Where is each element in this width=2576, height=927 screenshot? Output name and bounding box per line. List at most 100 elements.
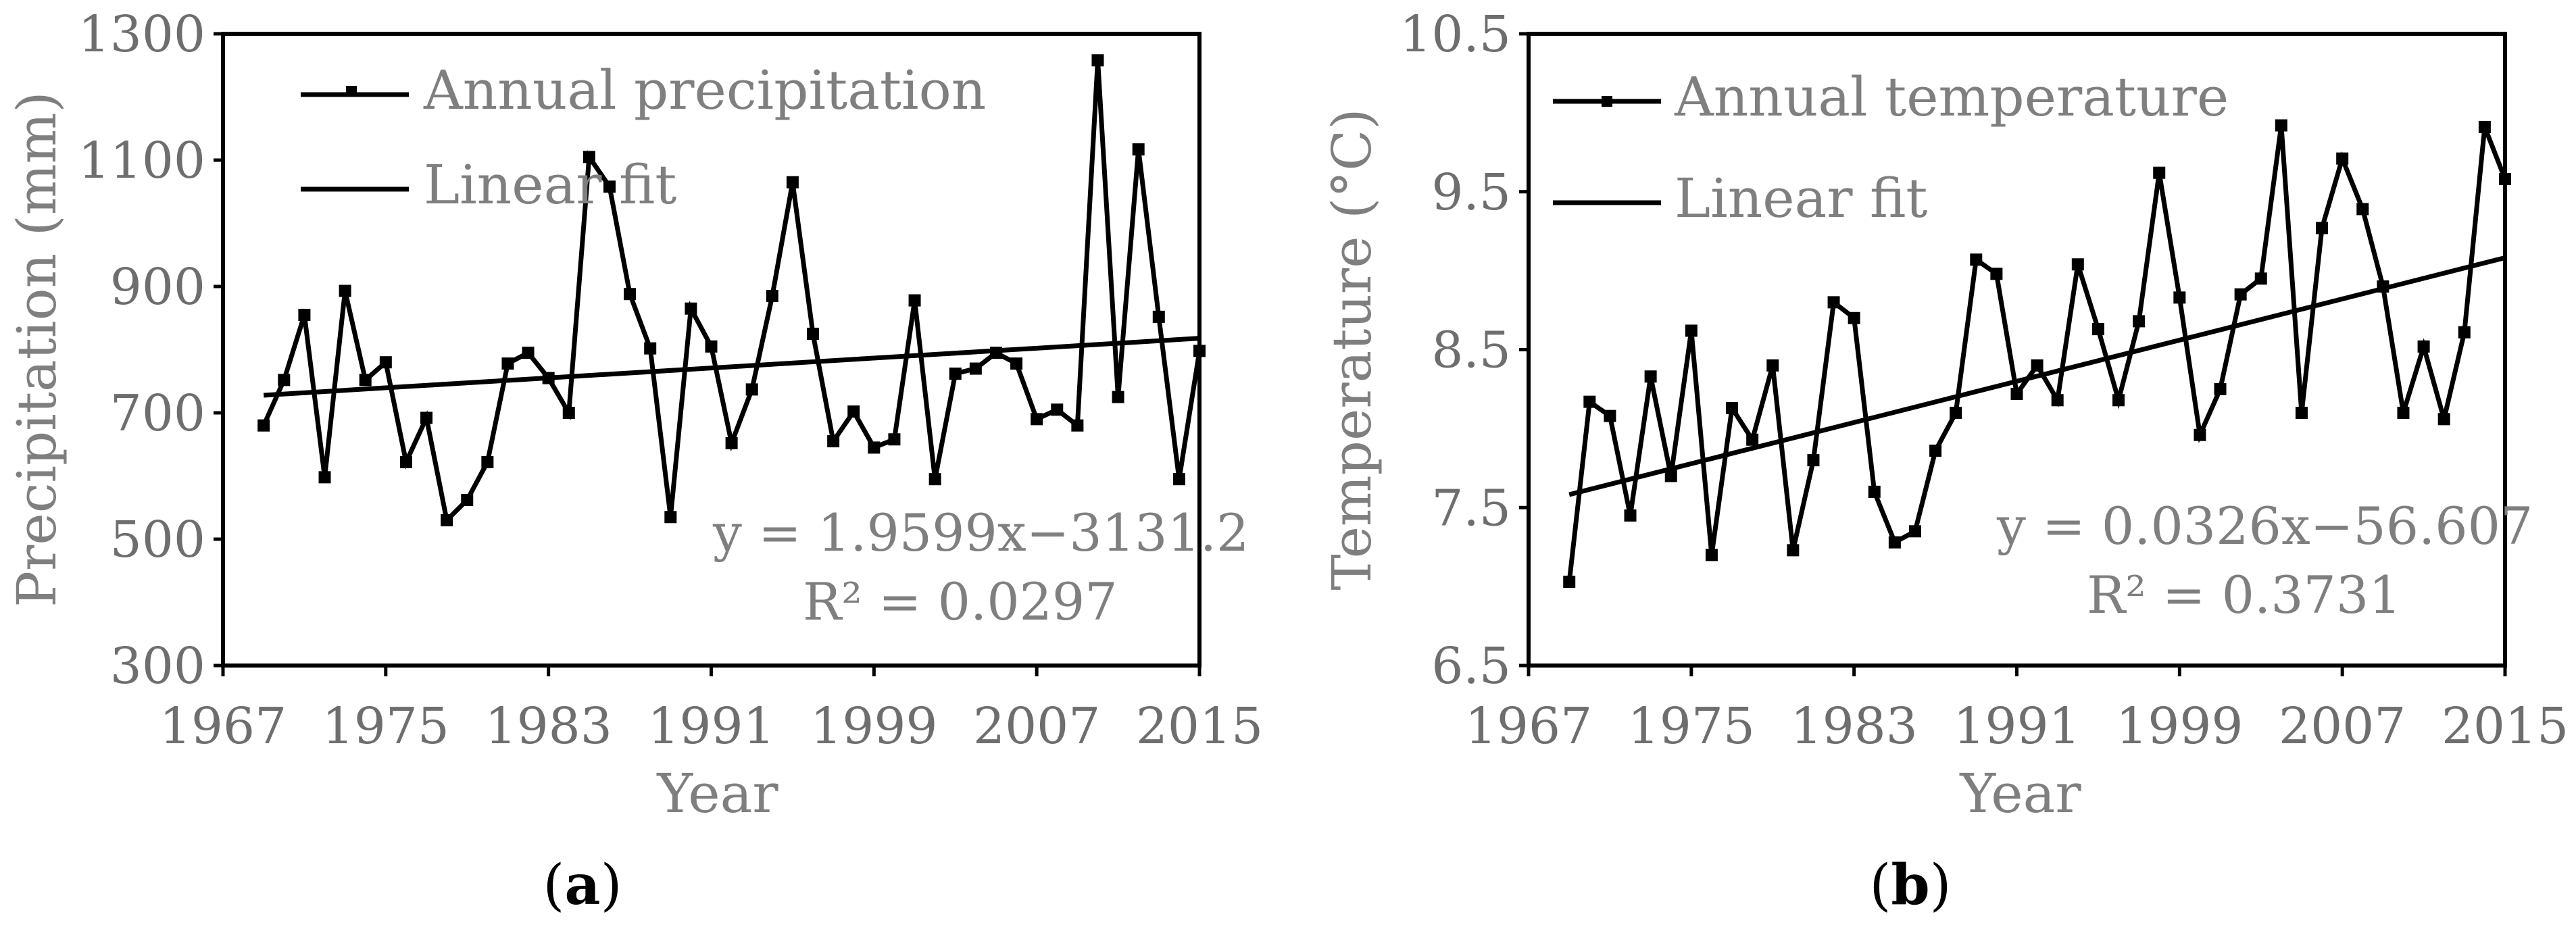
x-tick-label: 1975: [322, 697, 449, 755]
y-tick-label: 900: [110, 258, 205, 316]
data-point: [1950, 407, 1962, 419]
data-point: [807, 328, 820, 341]
data-point: [1787, 544, 1800, 557]
series-line: [262, 60, 1202, 526]
data-point: [1848, 311, 1860, 324]
legend: Annual temperature Linear fit: [1553, 66, 2229, 230]
data-point: [1132, 143, 1145, 156]
y-tick-label: 1300: [78, 5, 205, 64]
data-point: [2173, 291, 2186, 304]
data-point: [1193, 345, 1206, 357]
y-tick-label: 500: [110, 511, 205, 569]
y-tick-label: 1100: [78, 132, 205, 190]
y-tick-label: 9.5: [1431, 164, 1511, 222]
data-point: [2499, 173, 2511, 186]
data-point: [1152, 310, 1165, 323]
data-point: [257, 419, 270, 432]
data-point: [2214, 382, 2227, 395]
data-point: [461, 494, 474, 507]
data-point: [379, 356, 392, 369]
x-tick-label: 1999: [2116, 697, 2243, 755]
r-squared: R² = 0.0297: [803, 572, 1118, 632]
data-point: [928, 473, 941, 486]
y-tick-labels: 6.5 7.5 8.5 9.5 10.5: [1400, 5, 1529, 695]
fit-line: [263, 336, 1200, 398]
x-tick-label: 1991: [1953, 697, 2080, 755]
data-point: [1604, 409, 1616, 422]
legend-label-series: Annual precipitation: [423, 59, 986, 122]
data-point: [1010, 357, 1023, 370]
data-point: [1624, 509, 1637, 522]
y-tick-label: 7.5: [1431, 479, 1511, 537]
r-squared: R² = 0.3731: [2087, 565, 2402, 625]
data-point: [685, 302, 697, 315]
data-series: [257, 54, 1206, 526]
data-point: [2234, 288, 2247, 301]
x-tick-label: 1991: [647, 697, 774, 755]
y-tick-label: 8.5: [1431, 322, 1511, 380]
regression-equation: y = 1.9599x−3131.2: [712, 503, 1249, 563]
data-point: [1071, 419, 1084, 432]
data-point: [420, 411, 433, 424]
x-tick-label: 1967: [159, 697, 287, 755]
data-point: [1705, 549, 1718, 561]
x-tick-label: 1975: [1628, 697, 1755, 755]
data-point: [1726, 401, 1739, 414]
y-tick-label: 700: [110, 384, 205, 443]
data-point: [1031, 413, 1043, 426]
data-point: [1807, 454, 1820, 467]
data-point: [1172, 473, 1185, 486]
data-point: [1827, 296, 1840, 309]
data-point: [339, 284, 351, 297]
data-point: [2377, 280, 2389, 293]
x-tick-label: 2007: [2279, 697, 2406, 755]
x-tick-label: 1999: [810, 697, 937, 755]
data-point: [1868, 485, 1881, 498]
data-point: [2153, 166, 2166, 179]
data-point: [562, 407, 575, 419]
data-point: [2133, 315, 2146, 328]
data-point: [441, 513, 453, 526]
legend-label-fit: Linear fit: [1675, 167, 1927, 230]
data-point: [908, 294, 921, 307]
fit-line: [1568, 255, 2506, 497]
data-point: [2437, 413, 2450, 426]
data-point: [1746, 433, 1759, 446]
panel-label-b: (b): [1869, 853, 1951, 918]
data-point: [278, 374, 291, 386]
linear-fit-line: [1568, 255, 2506, 497]
data-series: [1563, 119, 2511, 588]
data-point: [298, 309, 311, 322]
data-point: [399, 455, 412, 468]
data-point: [2091, 323, 2104, 336]
data-point: [1929, 445, 1942, 457]
data-point: [359, 374, 372, 386]
x-tick-labels: 1967 1975 1983 1991 1999 2007 2015: [159, 666, 1263, 755]
y-tick-labels: 300 500 700 900 1100 1300: [78, 5, 223, 695]
data-point: [827, 435, 840, 448]
data-point: [786, 176, 799, 189]
data-point: [1644, 370, 1657, 383]
data-point: [522, 347, 535, 359]
legend-label-fit: Linear fit: [424, 153, 676, 216]
data-point: [664, 511, 677, 524]
data-point: [1766, 359, 1779, 372]
panel-label-a: (a): [543, 853, 622, 918]
data-point: [2316, 222, 2329, 234]
data-point: [766, 290, 778, 303]
data-point: [2458, 326, 2471, 339]
data-point: [888, 433, 901, 446]
data-point: [481, 455, 494, 468]
data-point: [2194, 428, 2206, 441]
data-point: [1888, 536, 1901, 549]
data-point: [2295, 407, 2308, 419]
data-point: [2031, 359, 2044, 372]
y-tick-label: 10.5: [1400, 5, 1511, 64]
data-point: [2275, 119, 2287, 132]
data-point: [318, 471, 331, 484]
data-point: [1112, 391, 1124, 403]
data-point: [969, 362, 982, 375]
y-tick-label: 6.5: [1431, 637, 1511, 695]
panel-a-chart: 300 500 700 900 1100 1300 1967 1975 1983 1991 199…: [5, 5, 1263, 918]
